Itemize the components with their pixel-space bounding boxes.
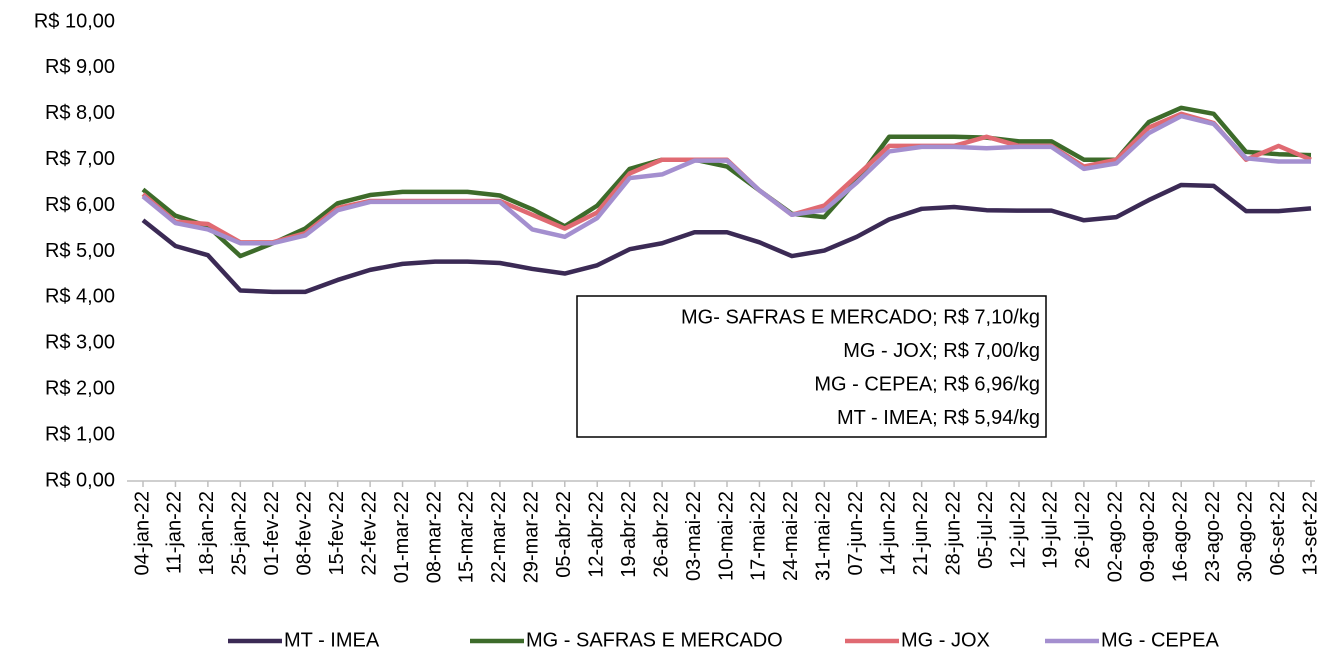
x-tick-label: 17-mai-22 (748, 491, 770, 581)
x-tick-label: 01-fev-22 (261, 491, 283, 576)
y-tick-label: R$ 1,00 (45, 423, 115, 445)
x-tick-label: 22-mar-22 (488, 491, 510, 583)
x-tick-label: 06-set-22 (1267, 491, 1289, 576)
x-tick-label: 25-jan-22 (229, 491, 251, 576)
x-tick-label: 19-jul-22 (1040, 491, 1062, 569)
y-tick-label: R$ 2,00 (45, 377, 115, 399)
y-tick-label: R$ 3,00 (45, 332, 115, 354)
x-tick-label: 19-abr-22 (618, 491, 640, 578)
annotation-box (576, 295, 1047, 438)
x-tick-label: 01-mar-22 (391, 491, 413, 583)
series-line (141, 182, 1312, 295)
x-tick-label: 09-ago-22 (1137, 491, 1159, 582)
legend-label: MG - JOX (901, 629, 990, 651)
legend-label: MG - CEPEA (1101, 629, 1219, 651)
x-tick-label: 16-ago-22 (1170, 491, 1192, 582)
x-tick-label: 15-fev-22 (326, 491, 348, 576)
x-tick-label: 02-ago-22 (1105, 491, 1127, 582)
y-tick-label: R$ 10,00 (34, 10, 115, 32)
x-tick-label: 10-mai-22 (715, 491, 737, 581)
series-line (141, 113, 1311, 246)
x-tick-label: 31-mai-22 (813, 491, 835, 581)
x-tick-label: 03-mai-22 (683, 491, 705, 581)
y-tick-label: R$ 9,00 (45, 56, 115, 78)
x-tick-label: 14-jun-22 (878, 491, 900, 576)
x-tick-label: 12-jul-22 (1007, 491, 1029, 569)
annotation: MG - CEPEA; R$ 6,96/kg (814, 373, 1040, 395)
legend-label: MT - IMEA (284, 629, 380, 651)
x-tick-label: 15-mar-22 (456, 491, 478, 583)
x-tick-label: 21-jun-22 (910, 491, 932, 576)
x-tick-label: 12-abr-22 (586, 491, 608, 578)
y-tick-label: R$ 7,00 (45, 148, 115, 170)
x-tick-label: 08-mar-22 (423, 491, 445, 583)
x-tick-label: 29-mar-22 (521, 491, 543, 583)
y-tick-label: R$ 4,00 (45, 286, 115, 308)
x-tick-label: 30-ago-22 (1234, 491, 1256, 582)
y-tick-label: R$ 8,00 (45, 102, 115, 124)
x-tick-label: 23-ago-22 (1202, 491, 1224, 582)
annotation: MG - JOX; R$ 7,00/kg (843, 340, 1040, 362)
x-tick-label: 28-jun-22 (942, 491, 964, 576)
x-tick-label: 05-abr-22 (553, 491, 575, 578)
legend-label: MG - SAFRAS E MERCADO (526, 629, 783, 651)
annotation: MG- SAFRAS E MERCADO; R$ 7,10/kg (681, 306, 1040, 328)
x-tick-label: 07-jun-22 (845, 491, 867, 576)
x-tick-label: 04-jan-22 (131, 491, 153, 576)
x-tick-label: 26-abr-22 (650, 491, 672, 578)
x-tick-label: 18-jan-22 (196, 491, 218, 576)
x-tick-label: 05-jul-22 (975, 491, 997, 569)
y-tick-label: R$ 0,00 (45, 469, 115, 491)
y-tick-label: R$ 6,00 (45, 194, 115, 216)
x-tick-label: 24-mai-22 (780, 491, 802, 581)
x-tick-label: 08-fev-22 (294, 491, 316, 576)
x-tick-label: 11-jan-22 (164, 491, 186, 574)
x-tick-label: 26-jul-22 (1072, 491, 1094, 569)
x-tick-label: 22-fev-22 (358, 491, 380, 576)
y-tick-label: R$ 5,00 (45, 240, 115, 262)
x-tick-label: 13-set-22 (1299, 491, 1321, 576)
annotation: MT - IMEA; R$ 5,94/kg (837, 407, 1040, 429)
